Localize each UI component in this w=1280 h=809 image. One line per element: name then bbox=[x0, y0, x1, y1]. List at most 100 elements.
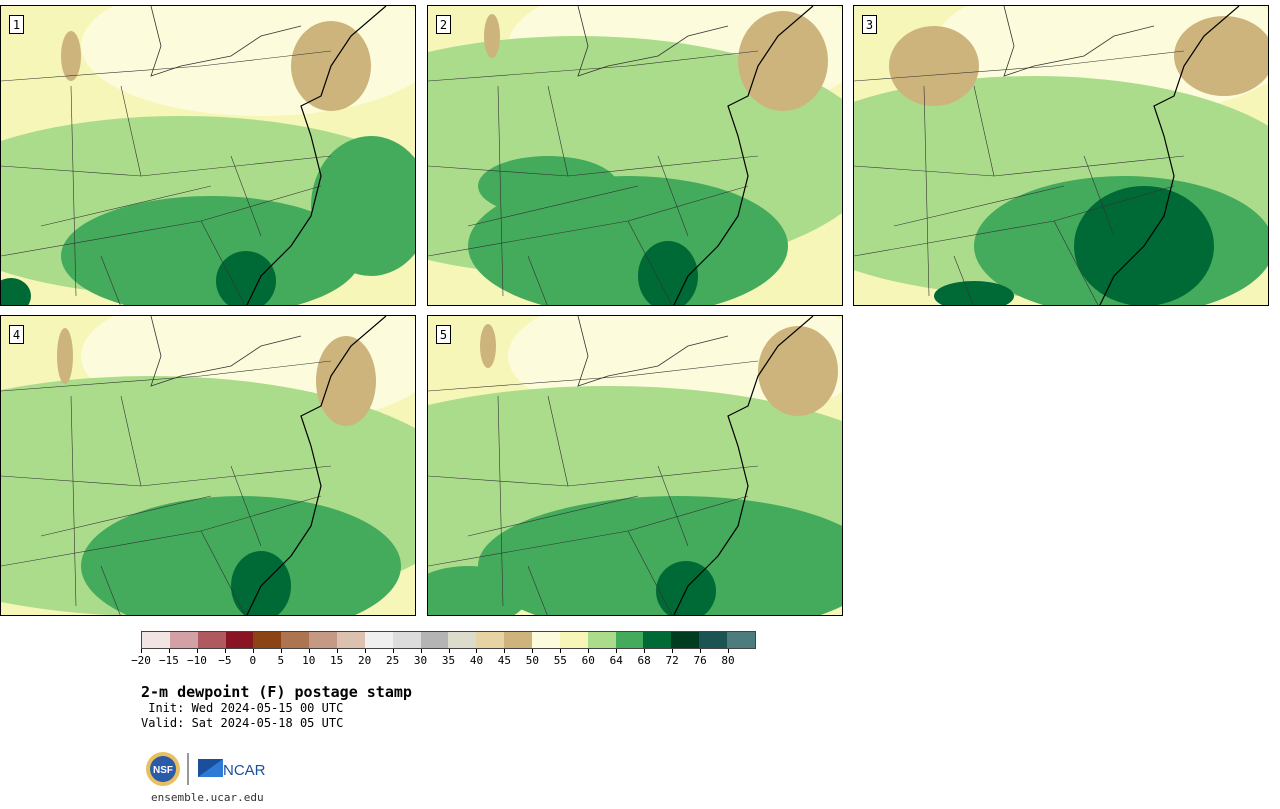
panel-label: 3 bbox=[862, 15, 877, 34]
colorbar-tick bbox=[196, 649, 198, 653]
colorbar-tick-label: −10 bbox=[186, 654, 207, 667]
lake-shoreline bbox=[150, 316, 302, 387]
moist-region bbox=[478, 156, 618, 216]
state-boundary bbox=[428, 220, 629, 257]
state-boundary bbox=[140, 155, 332, 177]
colorbar-tick-label: 45 bbox=[497, 654, 512, 667]
moist-region bbox=[61, 196, 361, 305]
dry-region bbox=[1174, 16, 1268, 96]
ncar-logo: NCAR bbox=[198, 759, 266, 779]
dry-region bbox=[738, 11, 828, 111]
moist-region bbox=[478, 496, 842, 615]
dry-region bbox=[61, 31, 81, 81]
colorbar-swatch bbox=[253, 632, 282, 648]
colorbar-tick-label: 5 bbox=[277, 654, 285, 667]
coastline bbox=[673, 316, 814, 615]
coastline bbox=[673, 6, 814, 305]
colorbar-tick-label: 72 bbox=[665, 654, 679, 667]
colorbar-tick-label: 25 bbox=[385, 654, 400, 667]
state-boundary bbox=[993, 155, 1185, 177]
panel-label: 4 bbox=[9, 325, 24, 344]
nsf-ncar-logo: NSF NCAR bbox=[146, 752, 266, 786]
panel-label: 5 bbox=[436, 325, 451, 344]
state-boundary bbox=[567, 465, 759, 487]
colorbar-tick-label: 20 bbox=[358, 654, 372, 667]
footer-url: ensemble.ucar.edu bbox=[151, 791, 264, 804]
colorbar-tick bbox=[141, 649, 142, 653]
dry-region bbox=[889, 26, 979, 106]
state-boundary bbox=[200, 50, 332, 67]
state-boundary bbox=[200, 530, 246, 615]
panel-label: 2 bbox=[436, 15, 451, 34]
logos: NSF NCAR bbox=[145, 750, 275, 788]
colorbar-tick bbox=[420, 649, 422, 653]
state-boundary bbox=[527, 255, 548, 305]
dewpoint-map bbox=[1, 6, 415, 305]
colorbar-tick-label: 15 bbox=[330, 654, 344, 667]
state-boundary bbox=[1, 375, 202, 392]
colorbar-tick bbox=[224, 649, 226, 653]
state-boundary bbox=[567, 155, 759, 177]
colorbar-tick bbox=[336, 649, 338, 653]
state-boundary bbox=[100, 565, 121, 615]
svg-text:NCAR: NCAR bbox=[223, 762, 266, 779]
state-boundary bbox=[428, 65, 629, 82]
state-boundary bbox=[547, 395, 569, 487]
colorbar-tick-label: −20 bbox=[131, 654, 151, 667]
colorbar-tick bbox=[308, 649, 310, 653]
stamp-panel-5: 5 bbox=[427, 315, 843, 616]
wet-region bbox=[216, 251, 276, 305]
colorbar-tick-label: 55 bbox=[553, 654, 567, 667]
state-boundary bbox=[1, 65, 202, 82]
state-boundary bbox=[657, 465, 689, 547]
colorbar-swatch bbox=[476, 632, 505, 648]
colorbar-tick-label: 68 bbox=[637, 654, 651, 667]
state-boundary bbox=[200, 360, 332, 377]
coastline bbox=[1099, 6, 1240, 305]
state-boundary bbox=[1053, 220, 1099, 305]
colorbar-tick bbox=[168, 649, 170, 653]
colorbar-swatch bbox=[727, 632, 755, 648]
state-boundary bbox=[40, 185, 212, 227]
lake-shoreline bbox=[577, 6, 729, 77]
colorbar-tick bbox=[252, 649, 254, 653]
state-boundary bbox=[70, 85, 77, 297]
colorbar-tick bbox=[392, 649, 394, 653]
state-boundary bbox=[1053, 50, 1185, 67]
state-boundary bbox=[120, 85, 142, 177]
state-boundary bbox=[230, 465, 262, 547]
colorbar-tick-label: −15 bbox=[159, 654, 179, 667]
colorbar-tick-label: 50 bbox=[525, 654, 539, 667]
colorbar-swatch bbox=[559, 632, 588, 648]
colorbar-tick-label: 35 bbox=[441, 654, 456, 667]
state-boundary bbox=[230, 155, 262, 237]
state-boundary bbox=[120, 395, 142, 487]
colorbar-tick bbox=[700, 649, 702, 653]
colorbar-swatch bbox=[142, 632, 170, 648]
colorbar-tick bbox=[532, 649, 534, 653]
colorbar-ticks: −20 −15 −10 −5 0 5 10 15 20 25 30 35 40 45 50 55 60 64 68 7… bbox=[131, 649, 756, 669]
state-boundary bbox=[893, 185, 1065, 227]
valid-time: Valid: Sat 2024-05-18 05 UTC bbox=[141, 716, 344, 730]
colorbar-tick bbox=[644, 649, 646, 653]
state-boundary bbox=[428, 165, 569, 177]
state-boundary bbox=[627, 530, 673, 615]
state-boundary bbox=[200, 495, 322, 532]
colorbar-swatch bbox=[420, 632, 449, 648]
coastline bbox=[246, 6, 387, 305]
state-boundary bbox=[854, 65, 1055, 82]
colorbar-tick bbox=[364, 649, 366, 653]
colorbar-swatch bbox=[448, 632, 477, 648]
colorbar-swatch bbox=[225, 632, 254, 648]
colorbar-swatch bbox=[504, 632, 533, 648]
state-boundary bbox=[627, 50, 759, 67]
colorbar-tick-label: −5 bbox=[218, 654, 232, 667]
dry-region bbox=[758, 326, 838, 416]
lake-shoreline bbox=[577, 316, 729, 387]
state-boundary bbox=[923, 85, 930, 297]
state-boundary bbox=[70, 395, 77, 607]
colorbar-tick-label: 40 bbox=[469, 654, 484, 667]
dewpoint-map bbox=[854, 6, 1268, 305]
wet-region bbox=[656, 561, 716, 615]
state-boundary bbox=[953, 255, 974, 305]
